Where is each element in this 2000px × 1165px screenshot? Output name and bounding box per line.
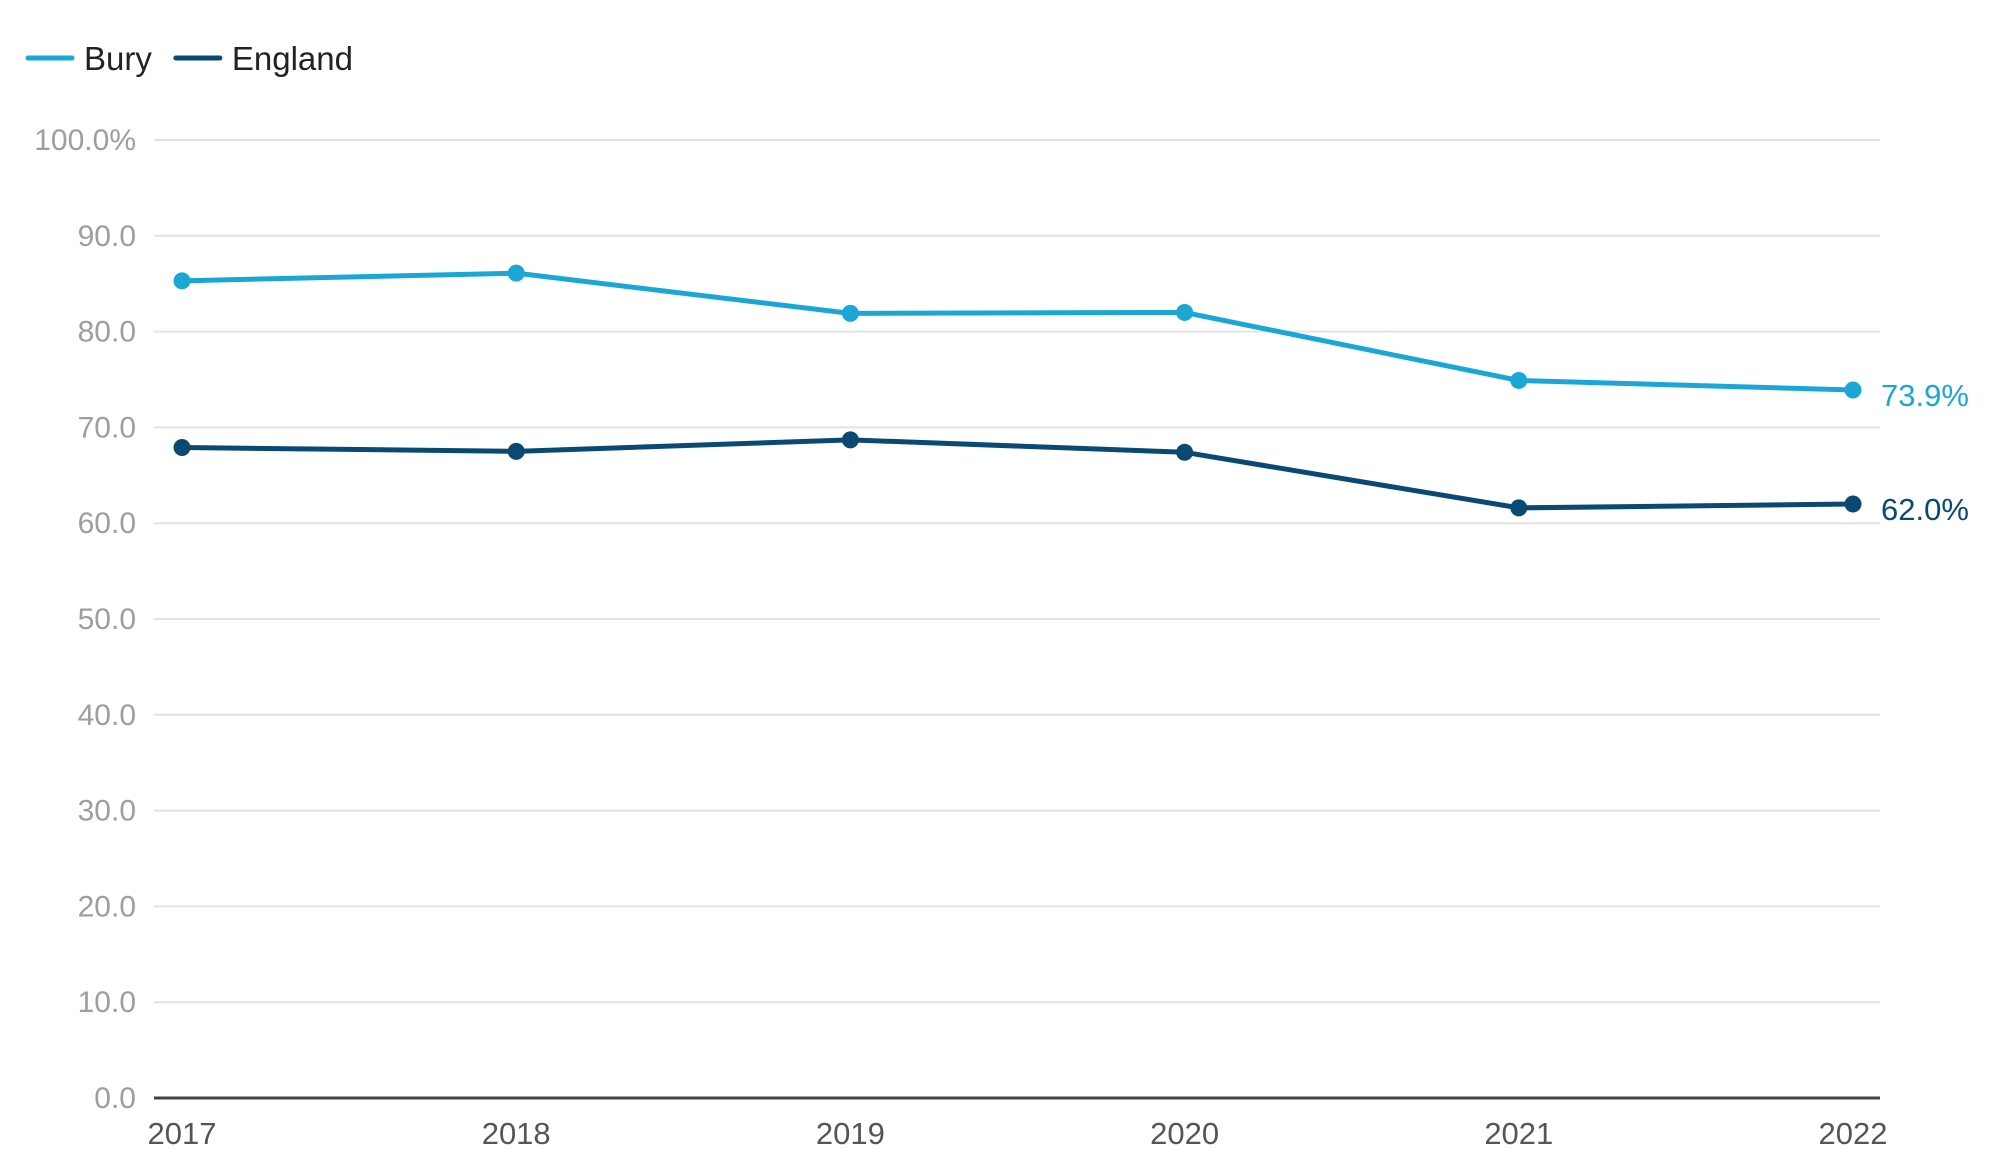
y-tick-label: 20.0: [78, 890, 136, 923]
data-point-england: [1844, 495, 1862, 513]
x-tick-label: 2018: [482, 1116, 551, 1151]
data-point-bury: [173, 272, 191, 290]
legend-label-bury: Bury: [84, 40, 152, 77]
y-tick-label: 10.0: [78, 986, 136, 1019]
data-point-england: [1510, 499, 1528, 517]
data-point-bury: [507, 264, 525, 282]
y-tick-label: 100.0%: [34, 124, 136, 157]
data-point-england: [173, 439, 191, 457]
x-tick-label: 2020: [1150, 1116, 1219, 1151]
legend-label-england: England: [232, 40, 353, 77]
series-layer: [173, 264, 1862, 517]
data-point-england: [507, 442, 525, 460]
series-line-england: [179, 437, 1856, 511]
y-tick-label: 80.0: [78, 316, 136, 349]
data-point-bury: [841, 304, 859, 322]
y-tick-label: 70.0: [78, 411, 136, 444]
legend: Bury England: [25, 40, 353, 77]
y-tick-label: 0.0: [94, 1082, 136, 1115]
y-tick-label: 30.0: [78, 795, 136, 828]
end-labels: 73.9% 62.0%: [1881, 378, 1969, 527]
y-axis: 0.0 10.0 20.0 30.0 40.0 50.0 60.0 70.0 80.0 90.0 1…: [34, 124, 136, 1115]
gridlines: [154, 139, 1880, 1004]
data-point-bury: [1844, 381, 1862, 399]
y-tick-label: 60.0: [78, 507, 136, 540]
x-tick-label: 2022: [1819, 1116, 1888, 1151]
data-point-england: [841, 431, 859, 449]
end-label-bury: 73.9%: [1881, 378, 1969, 413]
data-point-bury: [1176, 303, 1194, 321]
x-axis: 2017 2018 2019 2020 2021 2022: [148, 1096, 1888, 1151]
x-tick-label: 2021: [1484, 1116, 1553, 1151]
series-line-bury: [179, 270, 1856, 393]
data-point-england: [1176, 443, 1194, 461]
y-tick-label: 40.0: [78, 699, 136, 732]
x-tick-label: 2017: [148, 1116, 217, 1151]
data-point-bury: [1510, 371, 1528, 389]
y-tick-label: 50.0: [78, 603, 136, 636]
end-label-england: 62.0%: [1881, 492, 1969, 527]
y-tick-label: 90.0: [78, 220, 136, 253]
x-tick-label: 2019: [816, 1116, 885, 1151]
